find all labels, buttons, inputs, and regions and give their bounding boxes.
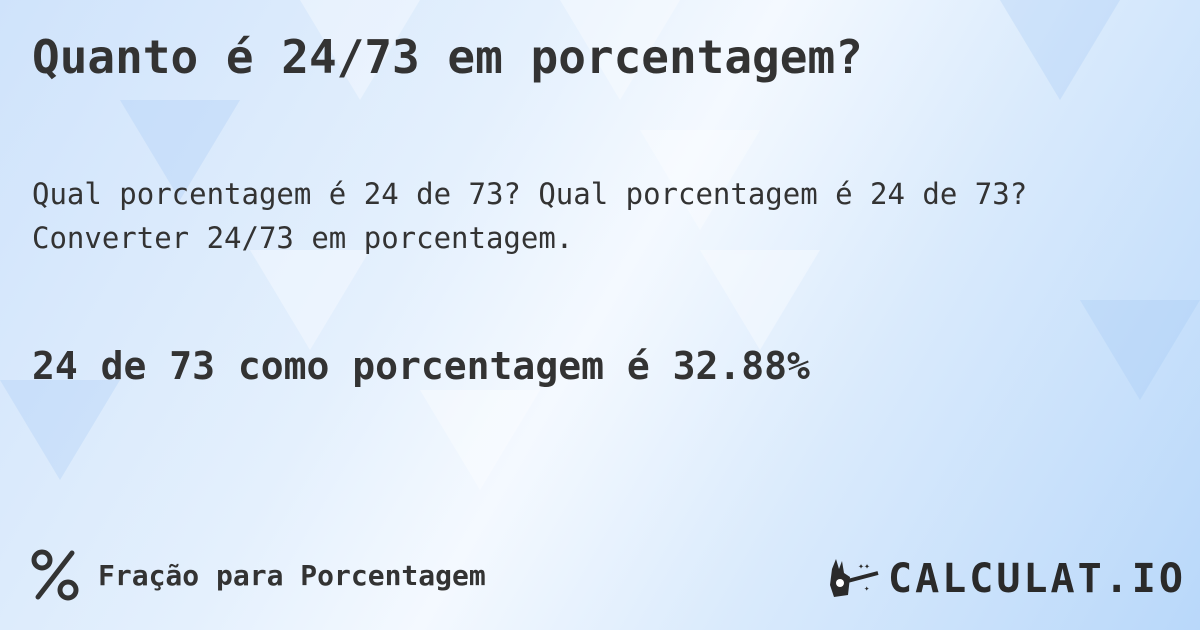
svg-text:✦: ✦	[864, 584, 870, 594]
category-label: Fração para Porcentagem	[98, 558, 486, 592]
magic-hand-icon: ✦✦ ✦	[830, 559, 879, 597]
percent-icon	[31, 549, 79, 601]
description: Qual porcentagem é 24 de 73? Qual porcen…	[32, 172, 1027, 260]
category-link[interactable]: Fração para Porcentagem	[30, 548, 486, 602]
page-title: Quanto é 24/73 em porcentagem?	[32, 30, 863, 84]
logo[interactable]: ✦✦ ✦ CALCULAT.IO	[828, 556, 1186, 602]
description-line: Converter 24/73 em porcentagem.	[32, 221, 574, 255]
result-text: 24 de 73 como porcentagem é 32.88%	[32, 344, 810, 388]
logo-text: CALCULAT.IO	[888, 556, 1186, 602]
svg-text:✦✦: ✦✦	[858, 561, 870, 572]
description-line: Qual porcentagem é 24 de 73? Qual porcen…	[32, 177, 1028, 211]
